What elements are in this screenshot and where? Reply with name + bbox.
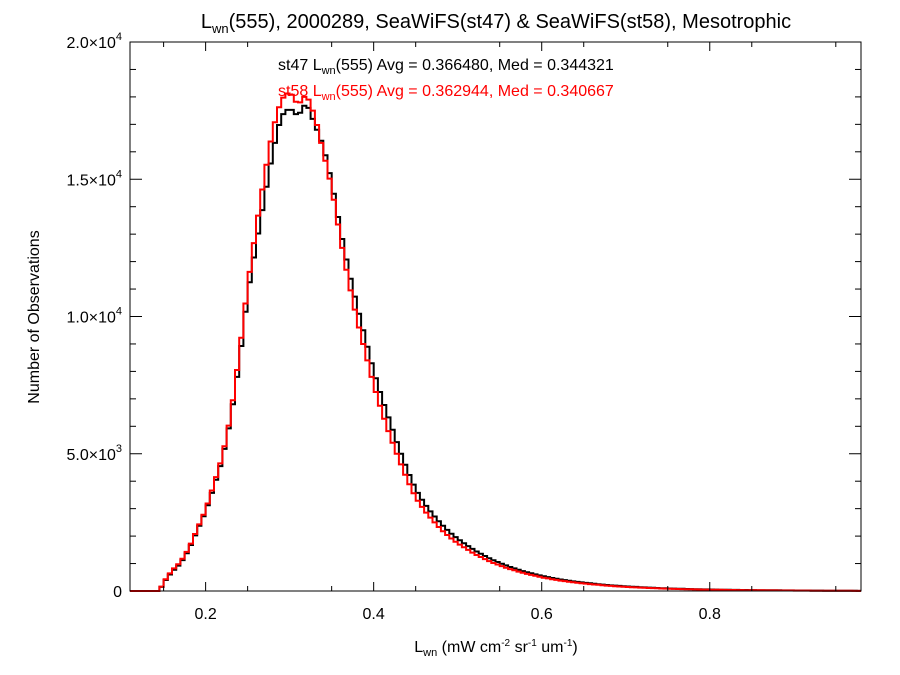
xlabel-units: (mW cm [437, 639, 501, 656]
title-main: L [201, 11, 212, 33]
y-tick-label: 2.0×104 [66, 31, 122, 52]
legend-st47-prefix: st47 L [278, 57, 322, 74]
xlabel-exp3: -1 [563, 638, 572, 649]
y-ticks: 0 5.0×103 1.0×104 1.5×104 2.0×104 [66, 31, 861, 601]
title-sub: wn [211, 21, 229, 36]
y-tick-label: 0 [113, 584, 122, 601]
series-line-1 [130, 92, 861, 592]
xlabel-sub: wn [422, 647, 437, 659]
chart-title: Lwn(555), 2000289, SeaWiFS(st47) & SeaWi… [201, 11, 791, 36]
legend-st58-suffix: (555) Avg = 0.362944, Med = 0.340667 [336, 83, 614, 100]
xlabel-end: ) [572, 639, 577, 656]
y-tick-label: 5.0×103 [66, 443, 122, 464]
xlabel-mid2: um [537, 639, 564, 656]
x-tick-label: 0.8 [699, 606, 721, 623]
legend-st58-prefix: st58 L [278, 83, 322, 100]
xlabel-exp1: -2 [501, 638, 510, 649]
x-ticks: 0.2 0.4 0.6 0.8 [163, 42, 837, 623]
x-tick-label: 0.6 [531, 606, 553, 623]
y-tick-label: 1.5×104 [66, 168, 122, 189]
legend-st58-sub: wn [321, 91, 336, 103]
xlabel-exp2: -1 [528, 638, 537, 649]
legend-st47-sub: wn [321, 65, 336, 77]
title-rest: (555), 2000289, SeaWiFS(st47) & SeaWiFS(… [229, 11, 791, 33]
y-tick-label: 1.0×104 [66, 306, 122, 327]
plot-frame [129, 41, 862, 592]
xlabel-mid1: sr [510, 639, 528, 656]
legend-st47: st47 Lwn(555) Avg = 0.366480, Med = 0.34… [278, 57, 614, 77]
legend-st58: st58 Lwn(555) Avg = 0.362944, Med = 0.34… [278, 83, 614, 103]
legend-st47-suffix: (555) Avg = 0.366480, Med = 0.344321 [336, 57, 614, 74]
xlabel-main: L [414, 639, 423, 656]
x-tick-label: 0.4 [363, 606, 385, 623]
x-tick-label: 0.2 [194, 606, 216, 623]
series-layer [130, 92, 861, 592]
x-axis-label: Lwn (mW cm-2 sr-1 um-1) [414, 638, 577, 659]
y-axis-label: Number of Observations [26, 230, 43, 403]
